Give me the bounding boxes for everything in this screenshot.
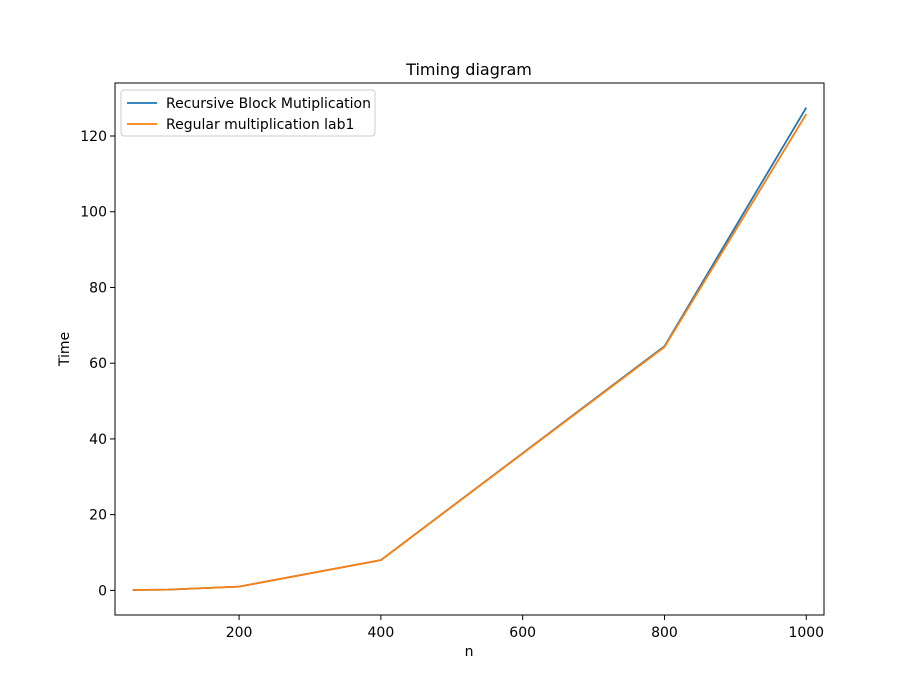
y-tick-label: 0 <box>98 583 107 599</box>
x-tick-label: 400 <box>368 625 395 641</box>
y-tick-label: 100 <box>80 205 107 221</box>
y-axis: 0 20 40 60 80 100 120 <box>80 129 115 599</box>
legend-box <box>120 89 376 137</box>
x-tick-label: 800 <box>651 625 678 641</box>
legend-label-1: Recursive Block Mutiplication <box>166 96 371 112</box>
series-layer <box>132 107 808 591</box>
plot-area <box>114 82 825 616</box>
chart-title: Timing diagram <box>405 60 532 79</box>
x-tick-label: 1000 <box>788 625 824 641</box>
y-tick-label: 80 <box>89 280 107 296</box>
x-axis: 200 400 600 800 1000 <box>226 615 824 641</box>
legend: Recursive Block Mutiplication Regular mul… <box>120 89 376 137</box>
y-tick-label: 60 <box>89 356 107 372</box>
x-axis-title: n <box>465 644 474 660</box>
legend-label-2: Regular multiplication lab1 <box>166 117 354 133</box>
series-line-2 <box>132 113 808 591</box>
series-line-1 <box>132 107 808 591</box>
y-axis-title: Time <box>57 332 73 367</box>
y-tick-label: 20 <box>89 508 107 524</box>
y-tick-label: 120 <box>80 129 107 145</box>
y-tick-label: 40 <box>89 432 107 448</box>
x-tick-label: 600 <box>509 625 536 641</box>
x-tick-label: 200 <box>226 625 253 641</box>
